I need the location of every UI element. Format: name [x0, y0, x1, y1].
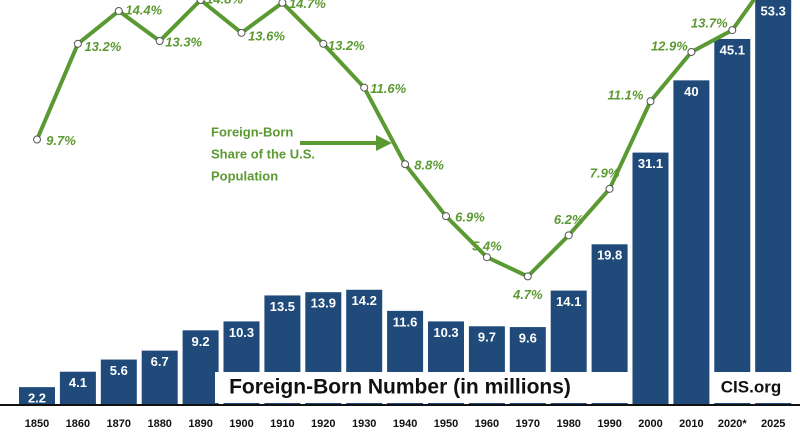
source-box: [710, 372, 792, 403]
bar-label: 45.1: [720, 42, 745, 57]
line-layer: 9.7% 13.2% 14.4% 13.3% 14.8% 13.6% 14.7% 13.2% 1…: [33, 0, 757, 302]
x-tick-label: 2025: [761, 418, 785, 430]
x-tick-label: 1970: [516, 418, 540, 430]
bar: [182, 330, 219, 405]
share-point: [687, 47, 696, 56]
share-label: 11.6%: [370, 81, 406, 96]
bar-legend: Foreign-Born Number (in millions): [229, 376, 571, 399]
share-label: 7.9%: [590, 165, 620, 180]
x-tick-label: 1860: [66, 418, 90, 430]
share-point: [237, 28, 246, 37]
bar-label: 14.2: [352, 293, 377, 308]
share-label: 9.7%: [46, 133, 76, 148]
share-point: [114, 6, 123, 15]
share-point: [728, 26, 737, 35]
x-tick-label: 1890: [188, 418, 212, 430]
share-point: [401, 160, 410, 169]
x-tick-label: 1920: [311, 418, 335, 430]
bar-label: 31.1: [638, 156, 663, 171]
share-label: 8.8%: [414, 158, 444, 173]
share-point: [564, 231, 573, 240]
bar: [755, 0, 792, 405]
x-tick-label: 1940: [393, 418, 417, 430]
bar: [19, 387, 55, 405]
bar-label: 9.7: [478, 330, 496, 345]
share-label: 5.4%: [472, 239, 502, 254]
x-tick-label: 1930: [352, 418, 376, 430]
share-point: [646, 97, 655, 106]
bar: [100, 359, 137, 405]
x-tick-label: 1990: [597, 418, 621, 430]
x-tick-label: 1980: [556, 418, 580, 430]
x-tick-label: 1960: [475, 418, 499, 430]
bar-label: 10.3: [433, 325, 458, 340]
share-label: 11.1%: [608, 88, 644, 103]
bar-label: 11.6: [393, 314, 418, 329]
bar-label: 6.7: [151, 354, 169, 369]
share-point: [278, 0, 287, 7]
source: CIS.org: [721, 377, 781, 396]
share-point: [605, 184, 614, 193]
bar-label: 10.3: [229, 325, 254, 340]
bars: 2.2 4.1 5.6 6.7 9.2 10.3 13.5 13.9 14.2 11.6 10.3 9…: [19, 0, 792, 406]
share-label: 13.2%: [84, 39, 121, 54]
legend-box: [215, 372, 630, 403]
share-label: 14.4%: [125, 2, 162, 17]
share-point: [360, 83, 369, 92]
share-label: 14.7%: [289, 0, 326, 11]
bar-label: 5.6: [110, 363, 128, 378]
bar-label: 2.2: [28, 391, 46, 406]
bar-label: 13.9: [311, 296, 336, 311]
share-label: 6.9%: [455, 210, 485, 225]
share-point: [196, 0, 205, 4]
bar-label: 14.1: [556, 294, 581, 309]
x-tick-label: 1900: [229, 418, 253, 430]
share-point: [523, 272, 532, 281]
annotation: Share of the U.S.: [211, 146, 315, 161]
share-label: 13.6%: [248, 28, 285, 43]
bar: [714, 38, 751, 405]
share-label: 14.8%: [206, 0, 243, 6]
x-tick-label: 1850: [25, 418, 49, 430]
bar-label: 9.6: [519, 331, 537, 346]
x-tick-label: 2010: [679, 418, 703, 430]
share-label: 12.9%: [651, 38, 688, 53]
bar-label: 40: [684, 84, 698, 99]
share-point: [73, 39, 82, 48]
bar-label: 9.2: [192, 334, 210, 349]
share-point: [155, 37, 164, 46]
x-tick-label: 2000: [638, 418, 662, 430]
bar: [673, 80, 710, 405]
x-tick-label: 1870: [107, 418, 131, 430]
bar-label: 19.8: [597, 248, 622, 263]
share-label: 4.7%: [512, 287, 543, 302]
share-label: 13.2%: [328, 38, 365, 53]
annotation: Population: [211, 168, 278, 183]
bar-label: 53.3: [761, 3, 786, 18]
bar-label: 4.1: [69, 375, 87, 390]
x-tick-label: 2020*: [718, 418, 747, 430]
share-label: 13.3%: [165, 34, 202, 49]
x-tick-label: 1950: [434, 418, 458, 430]
share-point: [442, 212, 450, 221]
x-tick-label: 1910: [270, 418, 294, 430]
share-label: 6.2%: [554, 212, 584, 227]
x-tick-label: 1880: [147, 418, 171, 430]
bar-label: 13.5: [270, 299, 295, 314]
share-point: [482, 253, 491, 262]
annotation: Foreign-Born: [211, 124, 293, 139]
share-point: [33, 135, 41, 144]
bar: [632, 152, 669, 405]
bar: [59, 371, 96, 405]
bar: [141, 350, 178, 405]
share-point: [319, 39, 328, 48]
annotation-arrowhead: [376, 135, 392, 151]
share-label: 13.7%: [691, 16, 728, 31]
